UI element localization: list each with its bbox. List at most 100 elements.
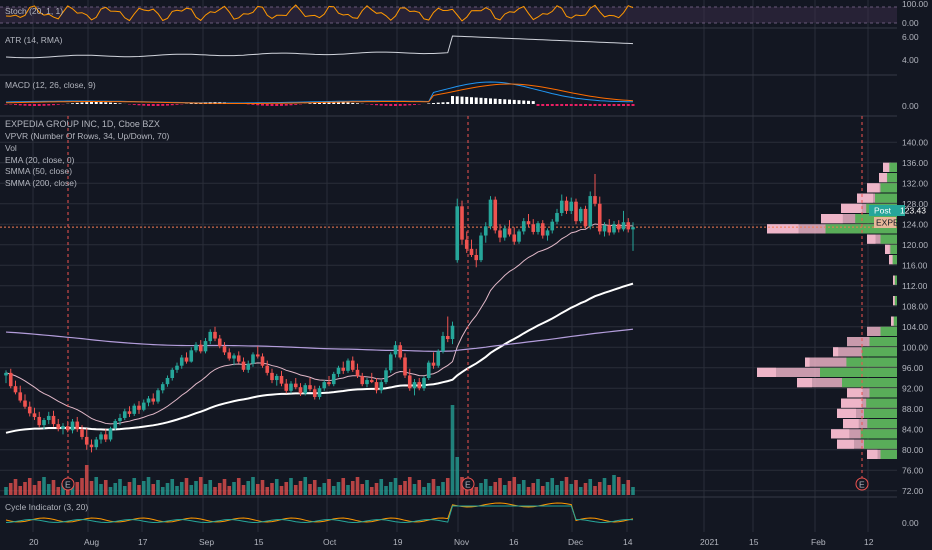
candle-body bbox=[626, 222, 631, 230]
macd-hist bbox=[389, 104, 393, 106]
candle-body bbox=[531, 224, 536, 232]
volume-bar bbox=[631, 487, 635, 495]
candle-body bbox=[483, 226, 488, 236]
volume-bar bbox=[23, 482, 27, 495]
pane-tick: 6.00 bbox=[902, 32, 919, 42]
volume-bar bbox=[127, 482, 132, 495]
macd-hist bbox=[90, 102, 93, 104]
post-label: Post bbox=[874, 206, 892, 216]
volume-bar bbox=[498, 478, 502, 495]
candle-body bbox=[303, 385, 308, 394]
time-axis[interactable]: 20 Aug 17 Sep 15 Oct 19 Nov 16 Dec 14 2021 15 Feb 12 bbox=[29, 537, 874, 547]
vp-down-part bbox=[797, 378, 812, 388]
pane-tick: 0.00 bbox=[902, 18, 919, 28]
macd-hist bbox=[379, 104, 383, 106]
candle-body bbox=[498, 230, 502, 238]
vp-down-part bbox=[821, 214, 843, 224]
vp-up bbox=[880, 183, 897, 193]
volume-bar bbox=[303, 477, 308, 495]
stoch-band bbox=[0, 7, 897, 23]
candle-body bbox=[417, 382, 422, 389]
candle-body bbox=[521, 221, 526, 232]
candle-body bbox=[588, 196, 593, 227]
candle-body bbox=[213, 331, 217, 339]
volume-bar bbox=[184, 478, 189, 495]
candle-body bbox=[160, 384, 165, 391]
volume-bar bbox=[51, 480, 56, 495]
signal-line bbox=[5, 83, 634, 104]
macd-hist bbox=[56, 104, 60, 105]
candle-body bbox=[270, 372, 274, 381]
macd-hist bbox=[508, 99, 511, 104]
macd-hist bbox=[446, 102, 450, 104]
candle-body bbox=[379, 382, 384, 391]
macd-hist bbox=[522, 100, 526, 104]
candle-body bbox=[479, 235, 483, 261]
macd-hist bbox=[265, 104, 269, 106]
candle-body bbox=[336, 367, 341, 374]
candle-body bbox=[365, 380, 369, 385]
macd-hist bbox=[322, 102, 326, 104]
macd-hist bbox=[47, 104, 51, 106]
macd-hist bbox=[341, 102, 345, 104]
candle-body bbox=[616, 224, 621, 230]
price-tick: 100.00 bbox=[902, 342, 928, 352]
earnings-icon bbox=[855, 477, 869, 491]
vp-up bbox=[869, 337, 897, 347]
macd-hist bbox=[574, 104, 578, 106]
candle-body bbox=[132, 405, 137, 414]
time-tick: 17 bbox=[138, 537, 148, 547]
vp-down-part bbox=[867, 449, 878, 459]
volume-bar bbox=[203, 484, 208, 495]
volume-bar bbox=[175, 486, 179, 495]
candle-body bbox=[612, 224, 616, 233]
stoch-pane bbox=[0, 4, 897, 24]
volume-bar bbox=[597, 482, 602, 495]
cycle-title: Cycle Indicator (3, 20) bbox=[5, 502, 88, 512]
candle-body bbox=[255, 354, 260, 357]
macd-hist bbox=[289, 104, 293, 106]
volume-bar bbox=[512, 477, 517, 495]
price-axis[interactable]: 140.00 136.00 132.00 128.00 124.00 120.00 116.… bbox=[902, 0, 928, 528]
volume-bar bbox=[151, 484, 156, 495]
candle-body bbox=[298, 387, 303, 394]
cycle-signal-line bbox=[5, 505, 634, 524]
volume-bar bbox=[431, 479, 436, 495]
candle-body bbox=[284, 383, 289, 391]
candle-body bbox=[4, 372, 8, 376]
volume-bar bbox=[179, 482, 184, 495]
macd-hist bbox=[351, 102, 355, 104]
volume-bar bbox=[369, 487, 374, 495]
volume-bar bbox=[626, 480, 631, 495]
atr-pane bbox=[5, 35, 634, 59]
volume-bar bbox=[612, 475, 616, 495]
macd-hist bbox=[612, 104, 616, 106]
macd-hist bbox=[565, 104, 568, 106]
macd-hist bbox=[280, 104, 283, 106]
macd-hist bbox=[85, 102, 89, 104]
volume-bar bbox=[56, 487, 61, 495]
volume-bar bbox=[255, 484, 260, 495]
volume-bar bbox=[388, 482, 393, 495]
candle-body bbox=[236, 355, 241, 362]
volume-bar bbox=[564, 477, 569, 495]
candles bbox=[4, 174, 635, 453]
candle-body bbox=[384, 370, 388, 383]
volume-bar bbox=[274, 479, 279, 495]
macd-hist bbox=[33, 104, 36, 106]
time-tick: 12 bbox=[864, 537, 874, 547]
volume-bar bbox=[441, 482, 445, 495]
candle-body bbox=[431, 362, 436, 366]
volume-bar bbox=[122, 486, 127, 495]
candle-body bbox=[246, 363, 251, 370]
candle-body bbox=[308, 385, 312, 390]
volume-bar bbox=[279, 486, 284, 495]
candle-body bbox=[574, 201, 578, 222]
volume-bar bbox=[578, 487, 583, 495]
candle-body bbox=[122, 411, 127, 418]
volume-bar bbox=[4, 487, 8, 495]
macd-hist bbox=[584, 104, 587, 106]
earnings-letter: E bbox=[65, 480, 71, 490]
